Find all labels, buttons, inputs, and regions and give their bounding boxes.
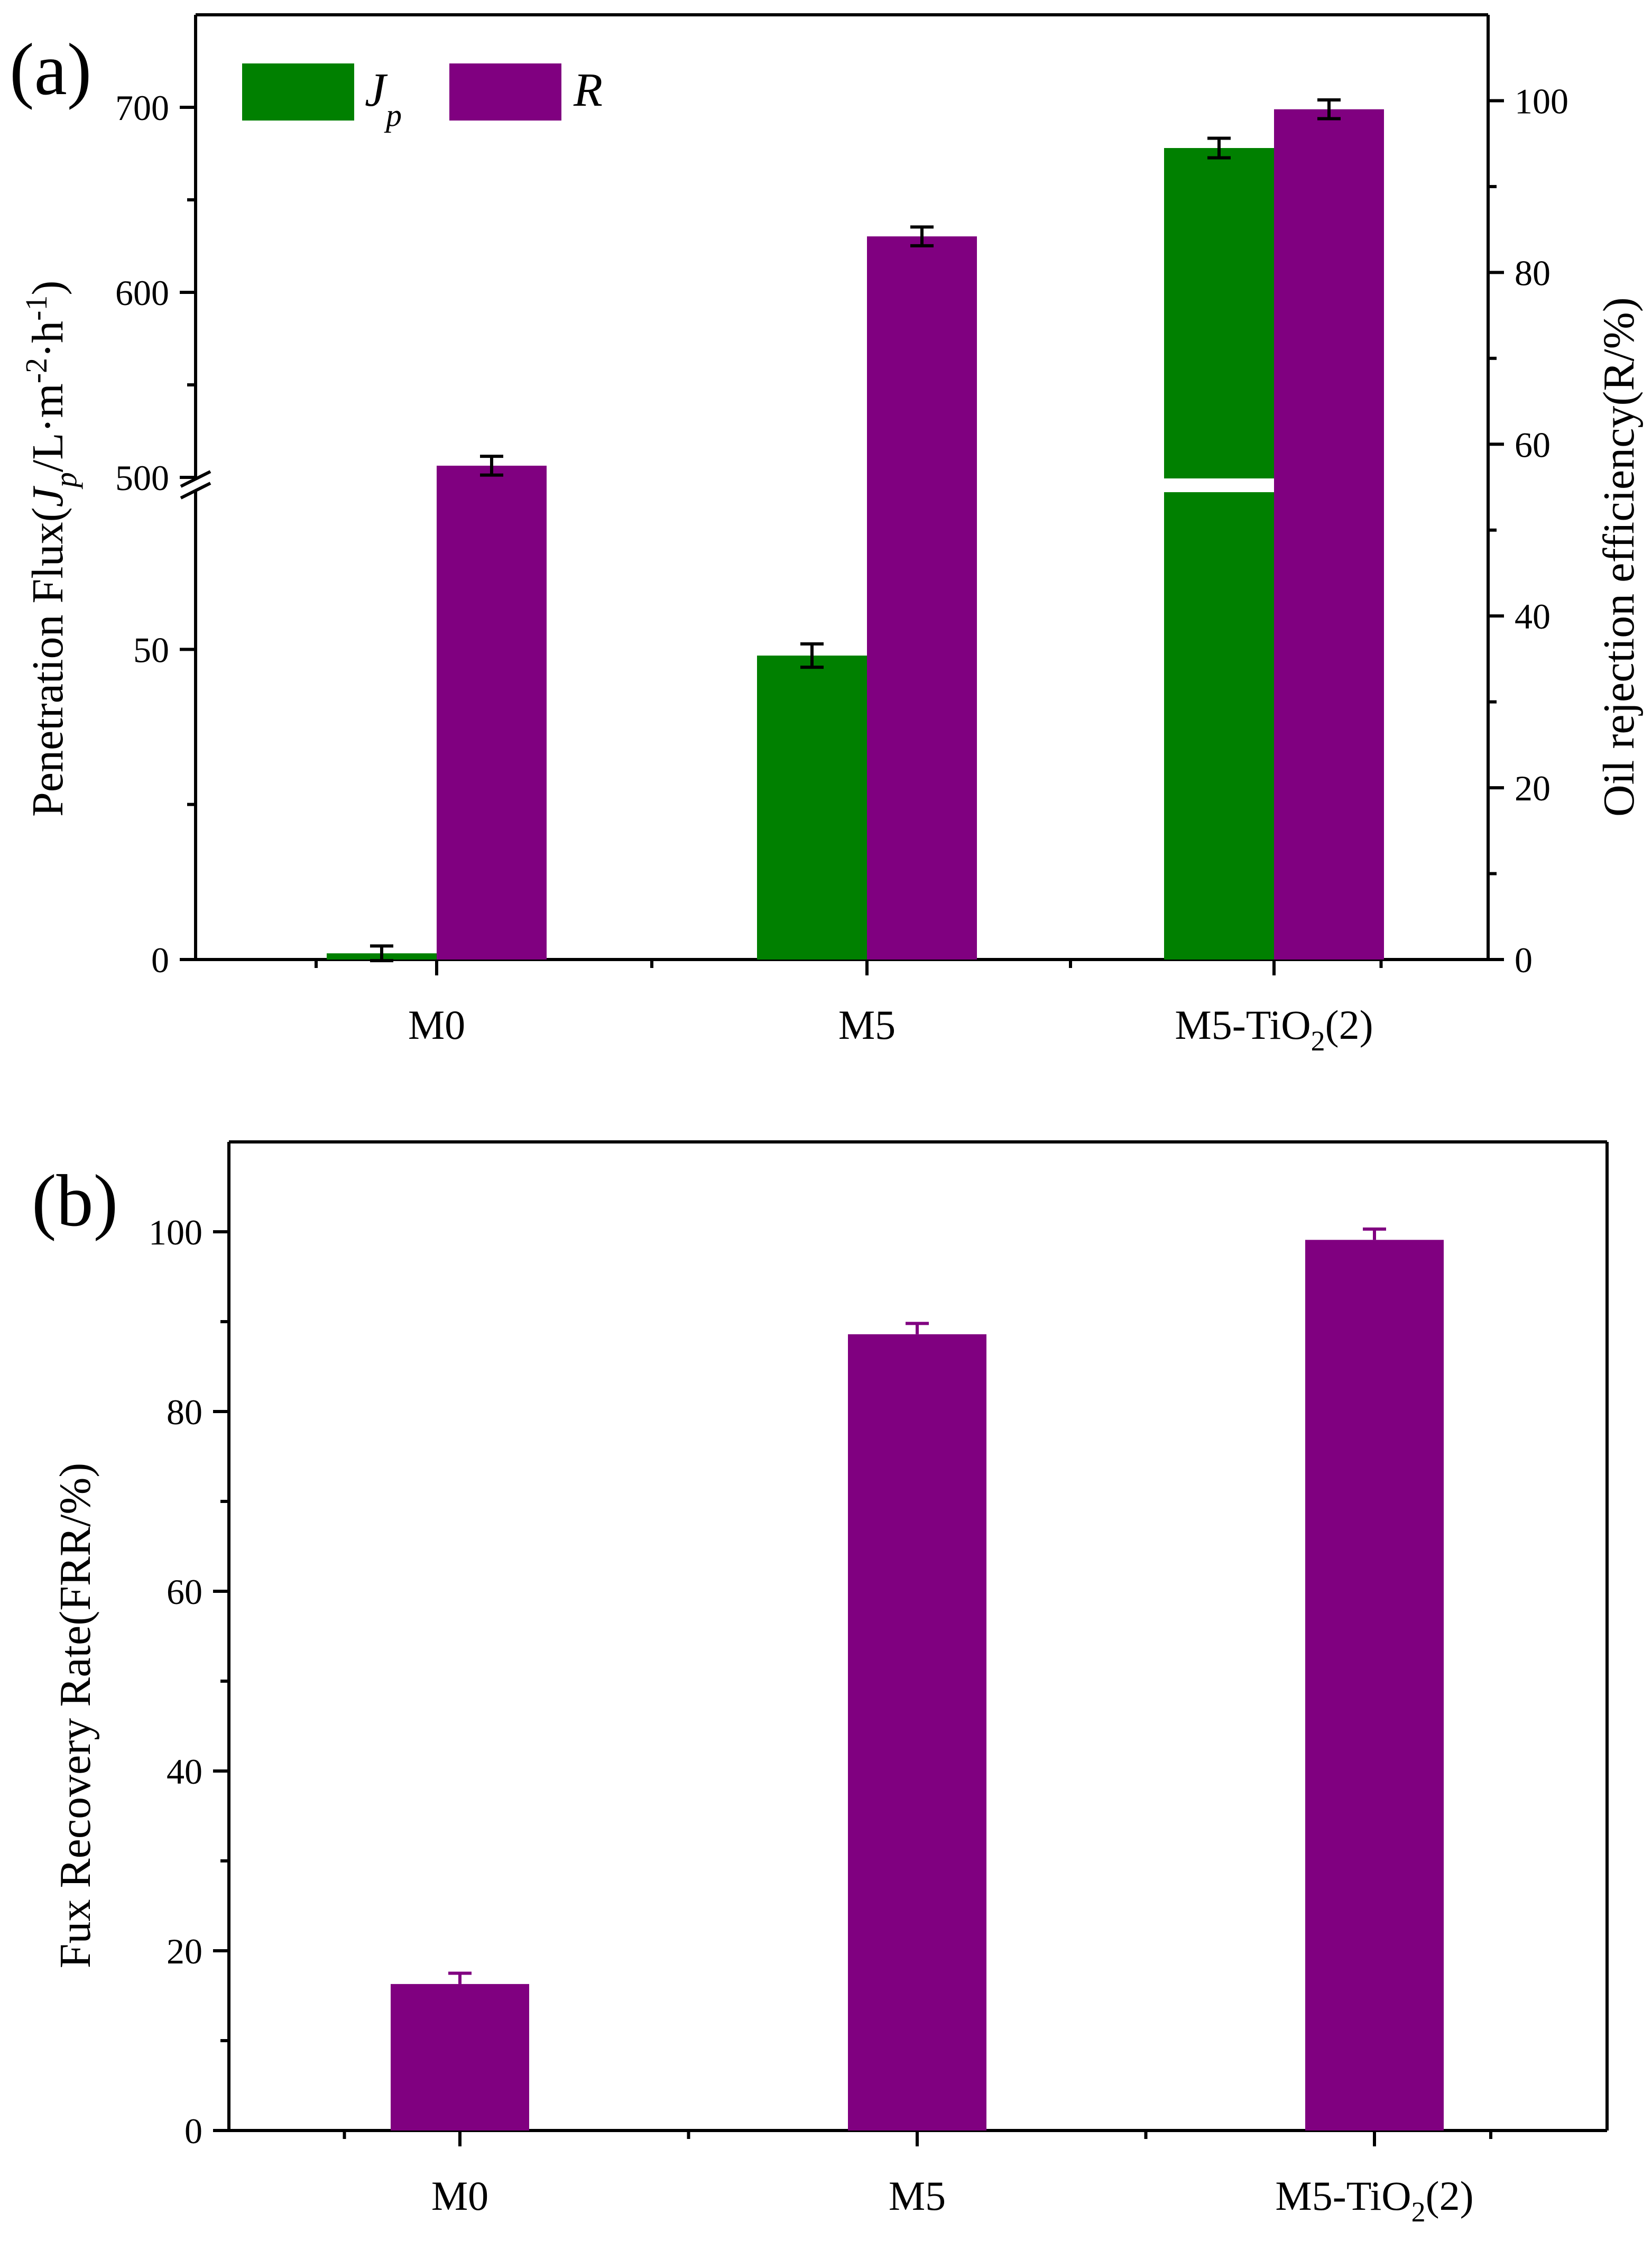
bar-jp-m5-tio₂(2) xyxy=(1164,148,1274,960)
panel-a-label: (a) xyxy=(10,29,91,110)
ylabel-left-p-sub: p xyxy=(49,472,83,490)
bar-frr-m0 xyxy=(391,1984,529,2131)
legend-label-jp: Jp xyxy=(365,64,402,133)
panel-b-tick-label: 0 xyxy=(184,2111,202,2151)
panel-a-left-ticks: 0 50 500 600 700 xyxy=(115,88,196,980)
category-label-sub: 2 xyxy=(1311,1025,1325,1057)
category-label-tail: (2) xyxy=(1426,2173,1474,2219)
category-label-base: M5 xyxy=(838,1002,896,1048)
category-label-base: M5-TiO xyxy=(1175,1002,1310,1048)
category-label-tail: (2) xyxy=(1325,1002,1373,1048)
legend-jp-main: J xyxy=(365,64,388,116)
panel-b-ticks: 0 20 40 60 80 100 xyxy=(149,1212,229,2151)
right-tick-label: 20 xyxy=(1515,768,1551,808)
category-label-m0: M0 xyxy=(408,1002,465,1048)
panel-b-tick-label: 40 xyxy=(167,1751,202,1792)
panel-b: (b) 0 20 40 60 80 100 M0 M5 M5-TiO2(2) Fux Reco… xyxy=(32,1140,1609,2228)
panel-b-tick-label: 20 xyxy=(167,1931,202,1971)
panel-b-tick-label: 100 xyxy=(149,1212,202,1252)
panel-a-legend: Jp R xyxy=(242,63,603,133)
panel-a-x-ticks xyxy=(315,960,1383,975)
ylabel-left-pre: Penetration Flux( xyxy=(23,507,72,817)
panel-a: (a) 0 50 500 600 700 0 20 40 60 80 100 M0 M5 M5-TiO… xyxy=(10,13,1644,1057)
panel-a-error-bars xyxy=(370,98,1341,963)
panel-b-bars xyxy=(391,1240,1444,2131)
ylabel-left-mid: /L·m xyxy=(23,383,72,472)
ylabel-left-dot-h: ·h xyxy=(23,321,72,358)
panel-b-category-label-m5: M5 xyxy=(889,2173,946,2219)
panel-a-category-labels: M0 M5 M5-TiO2(2) xyxy=(408,1002,1373,1057)
panel-b-tick-label: 80 xyxy=(167,1392,202,1432)
axis-break-mark-lower xyxy=(180,482,211,500)
category-label-base: M5-TiO xyxy=(1275,2173,1411,2219)
panel-b-error-bars xyxy=(448,1227,1386,1984)
ylabel-left-j: J xyxy=(23,485,72,507)
legend-swatch-jp xyxy=(242,63,354,121)
left-tick-label: 600 xyxy=(115,273,169,313)
ylabel-left-sup2: -1 xyxy=(19,296,53,321)
bar-r-m0 xyxy=(437,465,547,960)
right-tick-label: 100 xyxy=(1515,81,1568,121)
bar-r-m5 xyxy=(867,236,977,960)
bar-jp-m5 xyxy=(757,656,867,960)
panel-b-category-labels: M0 M5 M5-TiO2(2) xyxy=(431,2173,1474,2228)
ylabel-left-sup1: -2 xyxy=(19,358,53,383)
panel-b-category-label-m5-tio: M5-TiO2(2) xyxy=(1275,2173,1473,2228)
panel-b-x-ticks xyxy=(343,2131,1492,2146)
right-tick-label: 80 xyxy=(1515,253,1551,293)
category-label-base: M0 xyxy=(408,1002,465,1048)
bar-r-m5-tio₂(2) xyxy=(1274,109,1384,960)
left-tick-label: 500 xyxy=(115,458,169,498)
legend-label-r: R xyxy=(573,64,603,116)
left-tick-label: 50 xyxy=(133,630,169,670)
legend-jp-sub: p xyxy=(384,98,402,133)
bar-frr-m5-tio₂(2) xyxy=(1305,1240,1444,2131)
panel-b-label: (b) xyxy=(32,1160,118,1242)
left-tick-label: 0 xyxy=(151,940,169,980)
category-label-m5: M5 xyxy=(838,1002,896,1048)
category-label-m5-tio: M5-TiO2(2) xyxy=(1175,1002,1373,1057)
category-label-sub: 2 xyxy=(1411,2196,1426,2228)
right-tick-label: 0 xyxy=(1515,940,1533,980)
bar-frr-m5 xyxy=(848,1334,986,2131)
legend-swatch-r xyxy=(449,63,561,121)
panel-b-axis-title: Fux Recovery Rate(FRR/%) xyxy=(51,1463,100,1969)
panel-a-bars xyxy=(327,109,1384,960)
panel-a-right-ticks: 0 20 40 60 80 100 xyxy=(1488,81,1568,980)
panel-b-tick-label: 60 xyxy=(167,1572,202,1612)
bar-break-gap xyxy=(1164,478,1274,492)
category-label-base: M5 xyxy=(889,2173,946,2219)
panel-b-category-label-m0: M0 xyxy=(431,2173,488,2219)
left-tick-label: 700 xyxy=(115,88,169,128)
right-tick-label: 40 xyxy=(1515,596,1551,637)
panel-a-right-axis-title: Oil rejection efficiency(R/%) xyxy=(1594,297,1644,817)
ylabel-left-post: ) xyxy=(23,281,72,296)
right-tick-label: 60 xyxy=(1515,425,1551,465)
panel-a-left-axis-title: Penetration Flux(Jp/L·m-2·h-1) xyxy=(19,281,83,817)
category-label-base: M0 xyxy=(431,2173,488,2219)
